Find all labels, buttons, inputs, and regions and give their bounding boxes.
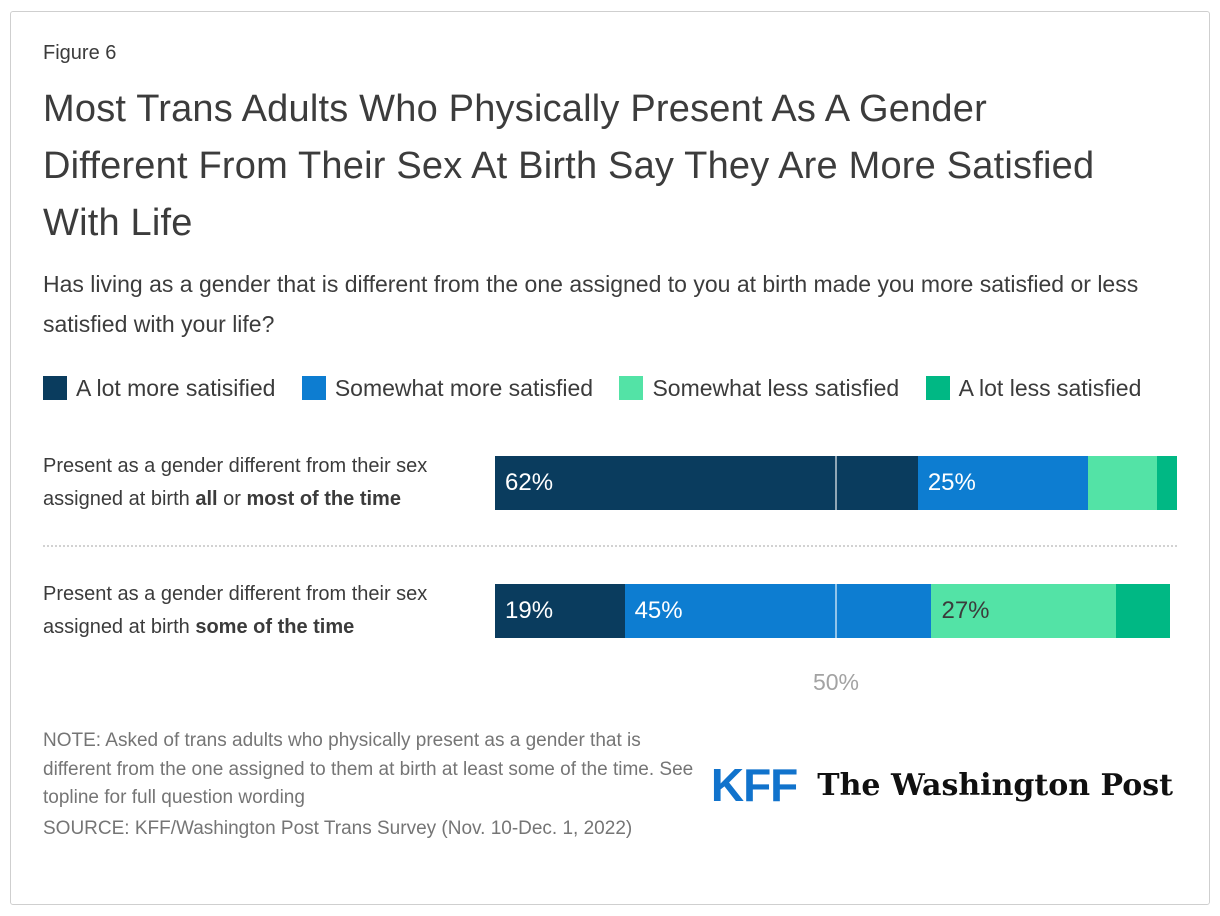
- source-text: SOURCE: KFF/Washington Post Trans Survey…: [43, 817, 633, 839]
- legend-label: A lot more satisified: [76, 374, 276, 401]
- chart-legend: A lot more satisified Somewhat more sati…: [43, 367, 1177, 410]
- row-label-bold-part: most of the time: [246, 488, 401, 511]
- bar-segment-a-lot-more-satisfied: 19%: [495, 584, 625, 639]
- legend-label: Somewhat more satisfied: [334, 374, 594, 401]
- legend-item-somewhat-less: Somewhat less satisfied: [619, 375, 899, 401]
- washington-post-logo: The Washington Post: [817, 767, 1173, 803]
- row-label-part: Present as a gender different from their…: [43, 583, 428, 639]
- bar-segment-a-lot-less-satisfied: [1115, 584, 1171, 639]
- bar-segment-somewhat-less-satisfied: 27%: [931, 584, 1116, 639]
- bar-some-of-the-time: 19% 45% 27%: [495, 584, 1177, 639]
- bar-segment-a-lot-less-satisfied: [1156, 456, 1177, 511]
- row-label-some-of-the-time: Present as a gender different from their…: [43, 578, 495, 644]
- row-separator: [43, 545, 1177, 548]
- row-label-bold-part: all: [195, 488, 218, 511]
- legend-item-a-lot-less: A lot less satisfied: [925, 374, 1142, 401]
- legend-label: Somewhat less satisfied: [652, 374, 900, 401]
- legend-swatch-somewhat-more: [301, 375, 326, 400]
- bar-segment-somewhat-less-satisfied: [1088, 456, 1157, 511]
- legend-swatch-a-lot-more: [43, 375, 67, 400]
- logo-group: KFF The Washington Post: [711, 758, 1177, 812]
- row-label-part: or: [217, 488, 247, 511]
- note-text: NOTE: Asked of trans adults who physical…: [43, 730, 694, 809]
- figure-footer: NOTE: Asked of trans adults who physical…: [43, 727, 1177, 843]
- row-label-all-or-most: Present as a gender different from their…: [43, 450, 495, 516]
- bar-value-label: 27%: [941, 597, 990, 625]
- legend-label: A lot less satisfied: [958, 374, 1142, 401]
- legend-swatch-a-lot-less: [925, 375, 950, 400]
- bar-value-label: 25%: [927, 469, 976, 497]
- axis-tick-50: 50%: [812, 669, 860, 696]
- axis-spacer: [43, 661, 495, 697]
- x-axis: 50%: [43, 661, 1177, 697]
- stacked-bar-chart: Present as a gender different from their…: [43, 433, 1177, 697]
- chart-row-all-or-most: Present as a gender different from their…: [43, 433, 1177, 533]
- chart-subtitle: Has living as a gender that is different…: [43, 271, 1139, 338]
- footnotes: NOTE: Asked of trans adults who physical…: [43, 727, 711, 843]
- bar-all-or-most: 62% 25%: [495, 456, 1177, 511]
- chart-title: Most Trans Adults Who Physically Present…: [43, 88, 1095, 244]
- chart-row-some-of-the-time: Present as a gender different from their…: [43, 561, 1177, 661]
- bar-segment-somewhat-more-satisfied: 45%: [624, 584, 932, 639]
- legend-item-a-lot-more: A lot more satisified: [43, 375, 275, 401]
- bar-segment-somewhat-more-satisfied: 25%: [917, 456, 1089, 511]
- bar-value-label: 19%: [505, 597, 554, 625]
- figure-number: Figure 6: [43, 42, 117, 64]
- row-label-part: Present as a gender different from their…: [43, 455, 428, 511]
- legend-item-somewhat-more: Somewhat more satisfied: [301, 374, 594, 401]
- bar-segment-a-lot-more-satisfied: 62%: [495, 456, 918, 511]
- axis-track: 50%: [495, 661, 1177, 697]
- bar-value-label: 45%: [634, 597, 683, 625]
- figure-card: Figure 6 Most Trans Adults Who Physicall…: [10, 11, 1210, 905]
- legend-swatch-somewhat-less: [619, 375, 644, 400]
- kff-logo: KFF: [710, 759, 798, 812]
- bar-value-label: 62%: [505, 469, 554, 497]
- row-label-bold-part: some of the time: [195, 616, 355, 639]
